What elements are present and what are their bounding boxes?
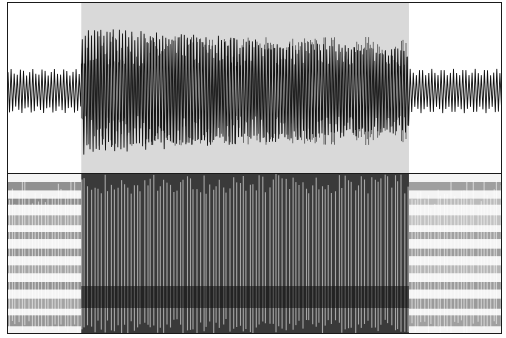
waveform-display[interactable] <box>8 3 502 173</box>
spectrogram-band <box>8 232 82 240</box>
spectrogram-selected-region <box>81 174 409 333</box>
spectrogram-band <box>8 248 82 257</box>
spectrogram-band <box>8 315 82 327</box>
spectrogram-band <box>408 265 501 274</box>
waveform-pane[interactable] <box>8 3 501 173</box>
spectrogram-band <box>408 215 501 226</box>
spectrogram-band <box>408 182 501 191</box>
spectrogram-band <box>408 198 501 205</box>
spectrogram-band <box>408 298 501 309</box>
waveform-texture <box>80 36 408 146</box>
spectrogram-band <box>8 182 82 191</box>
spectrogram-low-formant <box>81 286 409 308</box>
spectrogram-band <box>8 298 82 309</box>
spectrogram-striations <box>8 174 501 333</box>
audio-editor-view <box>7 2 502 334</box>
spectrogram-display[interactable] <box>8 174 502 334</box>
spectrogram-band <box>408 232 501 240</box>
spectrogram-band <box>8 198 82 205</box>
spectrogram-band <box>8 282 82 290</box>
spectrogram-band <box>408 315 501 327</box>
spectrogram-band <box>408 282 501 290</box>
spectrogram-pane[interactable] <box>8 173 502 334</box>
spectrogram-band <box>408 248 501 257</box>
spectrogram-band <box>8 265 82 274</box>
spectrogram-band <box>8 215 82 226</box>
